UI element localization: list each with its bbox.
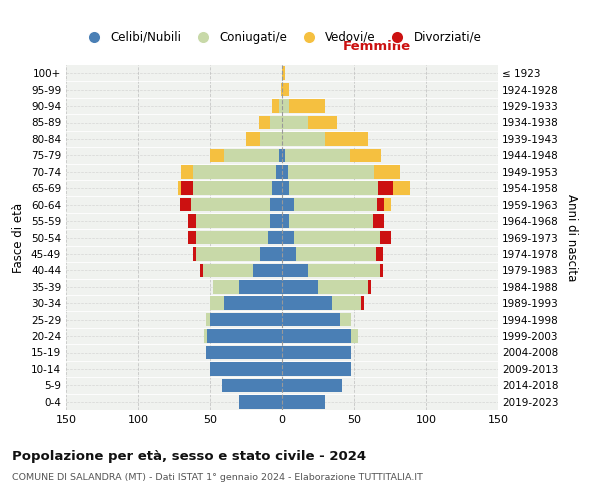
- Bar: [207, 330, 282, 343]
- Bar: [196, 247, 260, 260]
- Bar: [271, 198, 282, 211]
- Bar: [296, 247, 376, 260]
- Bar: [200, 264, 203, 277]
- Bar: [288, 165, 374, 178]
- Text: Femmine: Femmine: [343, 40, 411, 53]
- Bar: [281, 83, 282, 96]
- Bar: [393, 182, 410, 195]
- Bar: [271, 214, 282, 228]
- Bar: [193, 165, 276, 178]
- Bar: [308, 264, 380, 277]
- Bar: [350, 148, 382, 162]
- Bar: [289, 214, 373, 228]
- Bar: [376, 247, 383, 260]
- Bar: [210, 362, 282, 376]
- Bar: [351, 330, 358, 343]
- Bar: [272, 182, 282, 195]
- Bar: [282, 264, 308, 277]
- Bar: [282, 247, 296, 260]
- Bar: [361, 296, 364, 310]
- Bar: [332, 296, 361, 310]
- Bar: [282, 182, 289, 195]
- Bar: [193, 182, 272, 195]
- Bar: [268, 231, 282, 244]
- Bar: [282, 378, 343, 392]
- Bar: [196, 231, 268, 244]
- Bar: [191, 198, 271, 211]
- Bar: [340, 313, 351, 326]
- Bar: [282, 231, 293, 244]
- Bar: [181, 165, 193, 178]
- Bar: [373, 214, 384, 228]
- Bar: [224, 296, 282, 310]
- Bar: [204, 330, 207, 343]
- Bar: [282, 313, 340, 326]
- Bar: [246, 132, 260, 145]
- Bar: [279, 100, 282, 113]
- Y-axis label: Fasce di età: Fasce di età: [13, 202, 25, 272]
- Bar: [368, 280, 371, 293]
- Bar: [210, 296, 224, 310]
- Bar: [224, 148, 279, 162]
- Bar: [282, 100, 289, 113]
- Bar: [213, 280, 239, 293]
- Bar: [272, 100, 279, 113]
- Bar: [239, 395, 282, 408]
- Bar: [282, 66, 285, 80]
- Bar: [282, 395, 325, 408]
- Bar: [282, 132, 325, 145]
- Bar: [289, 100, 325, 113]
- Bar: [196, 214, 271, 228]
- Bar: [253, 264, 282, 277]
- Bar: [181, 182, 193, 195]
- Bar: [282, 116, 308, 129]
- Bar: [276, 165, 282, 178]
- Bar: [282, 148, 285, 162]
- Bar: [377, 198, 384, 211]
- Bar: [293, 198, 377, 211]
- Bar: [282, 346, 351, 359]
- Bar: [193, 247, 196, 260]
- Bar: [260, 132, 282, 145]
- Bar: [178, 182, 181, 195]
- Bar: [259, 116, 271, 129]
- Bar: [282, 198, 293, 211]
- Bar: [206, 313, 210, 326]
- Bar: [260, 247, 282, 260]
- Bar: [210, 313, 282, 326]
- Legend: Celibi/Nubili, Coniugati/e, Vedovi/e, Divorziati/e: Celibi/Nubili, Coniugati/e, Vedovi/e, Di…: [78, 26, 486, 48]
- Bar: [282, 214, 289, 228]
- Bar: [318, 280, 368, 293]
- Bar: [282, 83, 289, 96]
- Bar: [279, 148, 282, 162]
- Bar: [282, 362, 351, 376]
- Bar: [308, 116, 337, 129]
- Bar: [282, 296, 332, 310]
- Bar: [380, 231, 391, 244]
- Bar: [180, 198, 191, 211]
- Text: COMUNE DI SALANDRA (MT) - Dati ISTAT 1° gennaio 2024 - Elaborazione TUTTITALIA.I: COMUNE DI SALANDRA (MT) - Dati ISTAT 1° …: [12, 472, 423, 482]
- Bar: [325, 132, 368, 145]
- Bar: [380, 264, 383, 277]
- Bar: [293, 231, 380, 244]
- Y-axis label: Anni di nascita: Anni di nascita: [565, 194, 578, 281]
- Bar: [384, 198, 391, 211]
- Bar: [203, 264, 253, 277]
- Bar: [271, 116, 282, 129]
- Bar: [239, 280, 282, 293]
- Bar: [282, 165, 288, 178]
- Bar: [374, 165, 400, 178]
- Bar: [206, 346, 282, 359]
- Bar: [282, 280, 318, 293]
- Bar: [285, 148, 350, 162]
- Bar: [188, 231, 196, 244]
- Bar: [221, 378, 282, 392]
- Bar: [289, 182, 379, 195]
- Text: Popolazione per età, sesso e stato civile - 2024: Popolazione per età, sesso e stato civil…: [12, 450, 366, 463]
- Bar: [282, 330, 351, 343]
- Bar: [188, 214, 196, 228]
- Bar: [379, 182, 393, 195]
- Bar: [210, 148, 224, 162]
